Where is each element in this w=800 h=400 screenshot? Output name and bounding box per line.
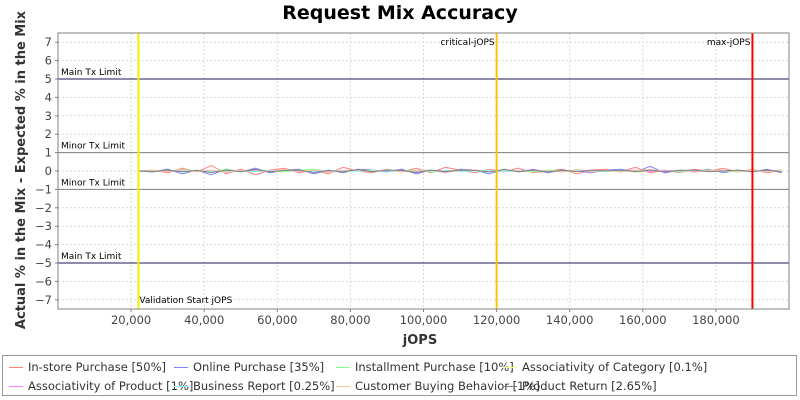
x-tick-label: 140,000 [546, 313, 594, 327]
legend-swatch [9, 366, 23, 368]
legend-label: Business Report [0.25%] [193, 379, 335, 393]
series-line [138, 168, 782, 174]
y-tick-label: 4 [45, 90, 52, 104]
x-tick-label: 120,000 [473, 313, 521, 327]
legend-item: Product Return [2.65%] [500, 377, 657, 395]
x-tick-label: 20,000 [111, 313, 151, 327]
x-tick-label: 180,000 [692, 313, 740, 327]
x-tick-label: 60,000 [257, 313, 297, 327]
x-tick-label: 100,000 [400, 313, 448, 327]
y-tick-label: −1 [35, 182, 52, 196]
legend-label: Installment Purchase [10%] [355, 360, 514, 374]
legend-item: Business Report [0.25%] [171, 377, 335, 395]
x-tick-label: 40,000 [184, 313, 224, 327]
limit-line-label: Minor Tx Limit [61, 142, 126, 152]
legend-item: Customer Buying Behavior [1%] [333, 377, 540, 395]
marker-line-label: max-jOPS [707, 38, 751, 48]
limit-line-label: Main Tx Limit [61, 68, 122, 78]
y-tick-label: 5 [45, 72, 52, 86]
legend-item: Associativity of Category [0.1%] [500, 358, 707, 376]
legend-label: Customer Buying Behavior [1%] [355, 379, 540, 393]
y-tick-label: 3 [45, 109, 52, 123]
y-tick-label: −4 [35, 238, 52, 252]
legend-item: Online Purchase [35%] [171, 358, 324, 376]
marker-line-label: critical-jOPS [440, 38, 494, 48]
y-tick-label: 6 [45, 54, 52, 68]
marker-line-label: Validation Start jOPS [139, 296, 232, 306]
y-tick-label: −6 [35, 274, 52, 288]
x-tick-label: 80,000 [330, 313, 370, 327]
legend-swatch [174, 366, 188, 368]
legend-swatch [336, 366, 350, 368]
legend-item: In-store Purchase [50%] [6, 358, 166, 376]
legend-label: Associativity of Product [1%] [28, 379, 194, 393]
limit-line-label: Main Tx Limit [61, 252, 122, 262]
legend-label: Associativity of Category [0.1%] [522, 360, 708, 374]
chart-title: Request Mix Accuracy [282, 2, 518, 24]
legend-row: Associativity of Product [1%] Business Re… [3, 377, 798, 395]
chart-legend: In-store Purchase [50%] Online Purchase [… [2, 355, 797, 396]
chart-plot-svg: Main Tx Limit Minor Tx Limit Minor Tx Limi… [14, 10, 790, 348]
x-axis-label: jOPS [402, 333, 437, 348]
y-tick-label: 1 [45, 146, 52, 160]
y-tick-label: −3 [35, 219, 52, 233]
x-tick-label: 160,000 [619, 313, 667, 327]
legend-swatch [503, 366, 517, 368]
legend-swatch [336, 385, 350, 387]
legend-label: Product Return [2.65%] [522, 379, 657, 393]
y-tick-label: 7 [45, 35, 52, 49]
y-axis-label: Actual % in the Mix - Expected % in the … [14, 10, 29, 329]
legend-item: Associativity of Product [1%] [6, 377, 193, 395]
y-tick-label: 2 [45, 127, 52, 141]
legend-row: In-store Purchase [50%] Online Purchase [… [3, 358, 798, 376]
y-tick-label: −7 [35, 293, 52, 307]
y-tick-label: −5 [35, 256, 52, 270]
legend-swatch [503, 385, 517, 387]
y-tick-label: 0 [45, 164, 52, 178]
limit-line-label: Minor Tx Limit [61, 178, 126, 188]
legend-label: Online Purchase [35%] [193, 360, 325, 374]
legend-swatch [174, 385, 188, 387]
legend-item: Installment Purchase [10%] [333, 358, 514, 376]
y-tick-label: −2 [35, 201, 52, 215]
legend-swatch [9, 385, 23, 387]
legend-label: In-store Purchase [50%] [28, 360, 166, 374]
